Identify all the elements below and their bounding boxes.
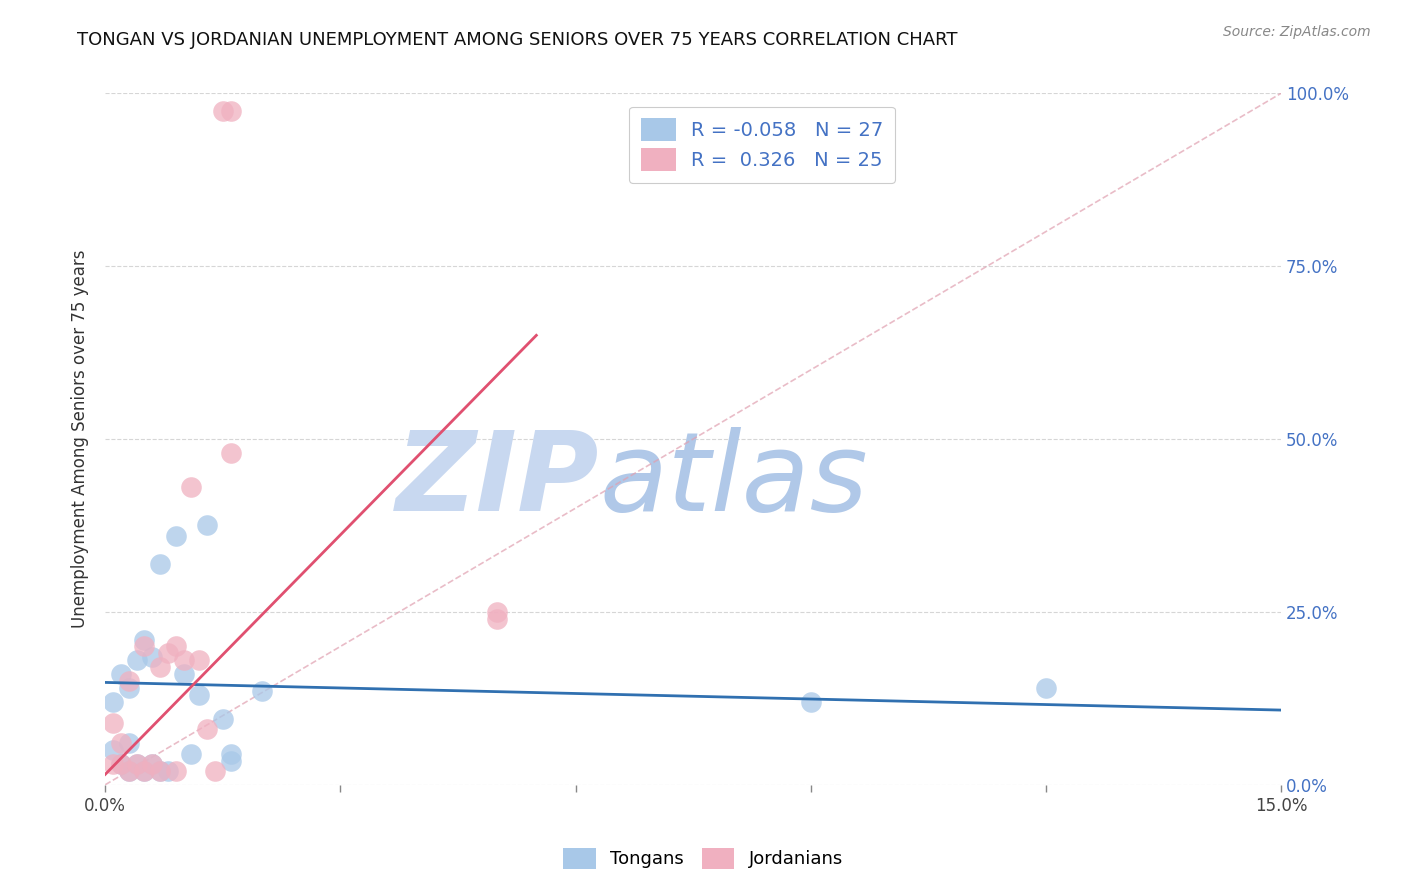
Point — [134, 764, 156, 778]
Legend: Tongans, Jordanians: Tongans, Jordanians — [555, 840, 851, 876]
Point — [195, 518, 218, 533]
Point — [134, 640, 156, 654]
Point — [188, 653, 211, 667]
Point — [188, 688, 211, 702]
Point — [125, 757, 148, 772]
Point — [219, 754, 242, 768]
Point — [101, 743, 124, 757]
Point — [486, 605, 509, 619]
Y-axis label: Unemployment Among Seniors over 75 years: Unemployment Among Seniors over 75 years — [72, 250, 89, 628]
Point — [204, 764, 226, 778]
Point — [125, 653, 148, 667]
Point — [118, 674, 141, 689]
Text: atlas: atlas — [599, 427, 868, 534]
Point — [118, 764, 141, 778]
Text: ZIP: ZIP — [395, 427, 599, 534]
Point — [110, 757, 132, 772]
Point — [195, 723, 218, 737]
Point — [141, 649, 163, 664]
Point — [180, 747, 202, 761]
Point — [141, 757, 163, 772]
Point — [141, 757, 163, 772]
Point — [165, 764, 187, 778]
Point — [149, 764, 172, 778]
Text: Source: ZipAtlas.com: Source: ZipAtlas.com — [1223, 25, 1371, 39]
Point — [134, 632, 156, 647]
Point — [101, 695, 124, 709]
Point — [125, 757, 148, 772]
Point — [173, 667, 195, 681]
Point — [486, 612, 509, 626]
Point — [165, 640, 187, 654]
Point — [250, 684, 273, 698]
Point — [211, 103, 233, 118]
Point — [800, 695, 823, 709]
Point — [1035, 681, 1057, 695]
Point — [149, 660, 172, 674]
Point — [110, 667, 132, 681]
Point — [118, 764, 141, 778]
Point — [165, 529, 187, 543]
Point — [118, 681, 141, 695]
Point — [219, 747, 242, 761]
Point — [110, 757, 132, 772]
Point — [134, 764, 156, 778]
Point — [180, 480, 202, 494]
Point — [156, 764, 179, 778]
Point — [149, 557, 172, 571]
Point — [101, 757, 124, 772]
Point — [219, 103, 242, 118]
Point — [219, 446, 242, 460]
Point — [101, 715, 124, 730]
Point — [156, 646, 179, 660]
Text: TONGAN VS JORDANIAN UNEMPLOYMENT AMONG SENIORS OVER 75 YEARS CORRELATION CHART: TONGAN VS JORDANIAN UNEMPLOYMENT AMONG S… — [77, 31, 957, 49]
Point — [118, 736, 141, 750]
Point — [211, 712, 233, 726]
Legend: R = -0.058   N = 27, R =  0.326   N = 25: R = -0.058 N = 27, R = 0.326 N = 25 — [628, 106, 896, 183]
Point — [110, 736, 132, 750]
Point — [173, 653, 195, 667]
Point — [149, 764, 172, 778]
